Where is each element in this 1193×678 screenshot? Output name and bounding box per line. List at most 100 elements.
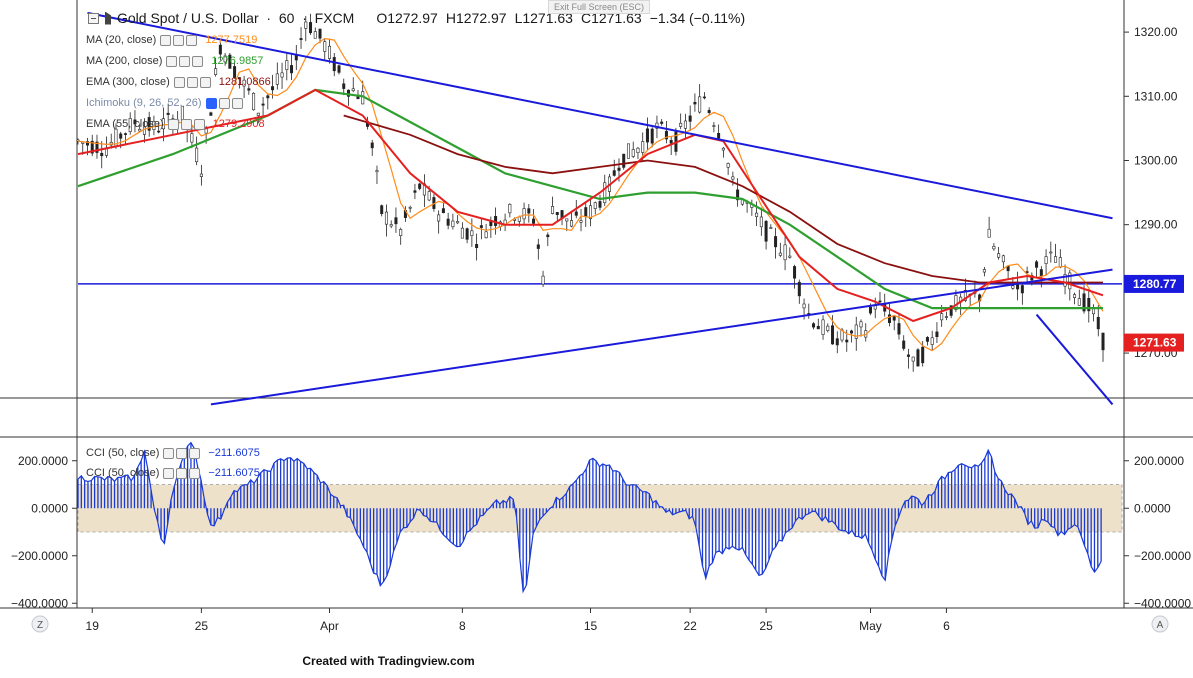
legend-ma20[interactable]: MA (20, close) 1277.7519	[86, 32, 257, 48]
candle-body	[446, 218, 450, 226]
candle-body	[949, 305, 953, 316]
close-icon[interactable]	[192, 55, 204, 67]
candle-body	[546, 234, 550, 238]
candle-body	[313, 31, 317, 39]
settings-icon[interactable]	[218, 97, 230, 109]
candle-body	[598, 201, 602, 208]
candle-body	[721, 147, 725, 151]
candle-body	[375, 170, 379, 173]
candle-body	[987, 228, 991, 238]
ma200-line	[77, 88, 1103, 310]
close-icon[interactable]	[193, 118, 205, 130]
legend-cci-1-name: CCI (50, close)	[86, 447, 160, 459]
candle-body	[574, 211, 578, 216]
candle-body	[370, 142, 374, 149]
settings-icon[interactable]	[173, 34, 185, 46]
candle-body	[617, 167, 621, 171]
candle-body	[351, 88, 355, 92]
eye-icon[interactable]	[166, 55, 178, 67]
time-axis-label: 19	[86, 619, 100, 633]
candle-body	[935, 331, 939, 338]
candle-body	[328, 45, 332, 59]
candle-body	[195, 147, 199, 163]
close-icon[interactable]	[189, 447, 201, 459]
candle-body	[693, 101, 697, 105]
eye-icon[interactable]	[163, 467, 175, 479]
candle-body	[1044, 256, 1048, 264]
close-icon[interactable]	[186, 34, 198, 46]
price-axis-label: 1310.00	[1134, 89, 1178, 103]
fullscreen-hint[interactable]: Exit Full Screen (ESC)	[548, 0, 651, 14]
time-axis-label: 6	[943, 619, 950, 633]
candle-body	[593, 202, 597, 209]
close-icon[interactable]	[199, 76, 211, 88]
time-zoom-button[interactable]	[31, 615, 49, 633]
close-icon[interactable]	[231, 97, 243, 109]
candle-body	[755, 212, 759, 218]
candle-body	[897, 323, 901, 335]
settings-icon[interactable]	[176, 467, 188, 479]
candle-body	[821, 319, 825, 335]
candle-body	[441, 208, 445, 214]
eye-icon[interactable]	[160, 34, 172, 46]
candle-body	[902, 340, 906, 349]
auto-scale-button[interactable]	[1151, 615, 1169, 633]
candle-body	[1082, 293, 1086, 312]
eye-icon[interactable]	[167, 118, 179, 130]
candle-body	[119, 133, 123, 139]
candle-body	[408, 206, 412, 209]
legend-ichimoku[interactable]: Ichimoku (9, 26, 52, 26)	[86, 95, 245, 111]
ema300-line	[343, 114, 1103, 284]
candle-body	[565, 218, 569, 222]
candle-body	[778, 252, 782, 256]
collapse-icon[interactable]	[88, 12, 99, 24]
candle-body	[465, 228, 469, 240]
legend-ema300[interactable]: EMA (300, close) 1281.0866	[86, 74, 271, 90]
eye-icon[interactable]	[173, 76, 185, 88]
cci-axis-label-left: −400.0000	[11, 596, 68, 610]
candle-body	[1068, 272, 1072, 290]
settings-icon[interactable]	[179, 55, 191, 67]
candle-body	[1073, 294, 1077, 298]
candle-body	[271, 86, 275, 91]
candle-body	[152, 121, 156, 130]
candle-body	[612, 170, 616, 176]
candle-body	[688, 115, 692, 122]
candle-body	[921, 346, 925, 364]
candle-body	[802, 303, 806, 309]
candle-body	[887, 314, 891, 323]
level-price-badge	[1124, 274, 1184, 293]
candle-body	[133, 119, 137, 125]
candle-body	[157, 130, 161, 133]
legend-ma200[interactable]: MA (200, close) 1276.9857	[86, 53, 263, 69]
symbol-name: Gold Spot / U.S. Dollar	[117, 10, 259, 26]
settings-icon[interactable]	[186, 76, 198, 88]
candle-body	[1058, 257, 1062, 268]
eye-icon[interactable]	[163, 447, 175, 459]
symbol-title[interactable]: Gold Spot / U.S. Dollar · 60 · FXCM	[117, 10, 354, 26]
candle-body	[332, 57, 336, 72]
candle-body	[845, 339, 849, 343]
candle-body	[835, 338, 839, 346]
settings-icon[interactable]	[180, 118, 192, 130]
close-icon[interactable]	[189, 467, 201, 479]
candle-body	[797, 281, 801, 297]
candle-body	[451, 220, 455, 228]
candle-body	[954, 295, 958, 310]
legend-ema55[interactable]: EMA (55, close) 1279.2908	[86, 116, 265, 132]
candle-body	[816, 325, 820, 330]
candle-body	[508, 204, 512, 214]
candle-body	[418, 183, 422, 189]
candle-body	[859, 321, 863, 328]
symbol-interval: 60	[278, 10, 295, 26]
eye-icon[interactable]	[205, 97, 217, 109]
legend-cci-2[interactable]: CCI (50, close) −211.6075	[86, 465, 260, 481]
candle-body	[911, 356, 915, 362]
legend-cci-1[interactable]: CCI (50, close) −211.6075	[86, 445, 260, 461]
settings-icon[interactable]	[176, 447, 188, 459]
symbol-logo-icon	[105, 11, 111, 25]
symbol-header: Gold Spot / U.S. Dollar · 60 · FXCM O127…	[88, 8, 753, 28]
time-axis-label: 8	[459, 619, 466, 633]
